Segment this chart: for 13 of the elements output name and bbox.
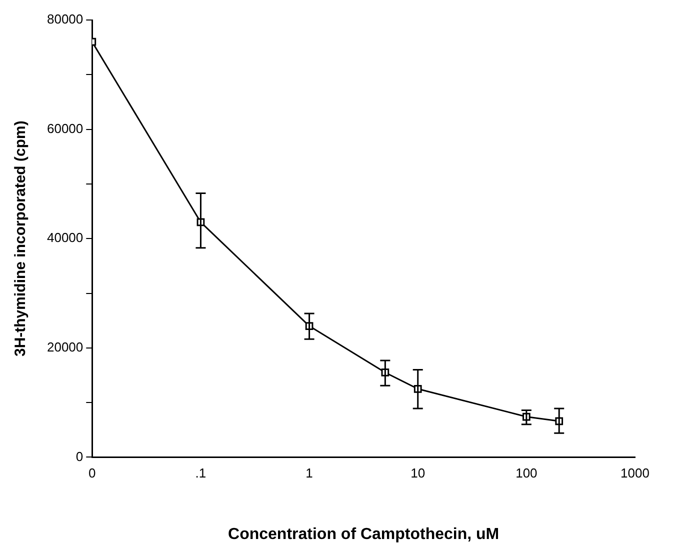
x-axis-title: Concentration of Camptothecin, uM — [228, 526, 500, 543]
x-tick-label: .1 — [195, 466, 206, 481]
y-tick-label: 60000 — [46, 120, 84, 136]
y-tick-label: 20000 — [46, 339, 84, 354]
y-tick-label: 80000 — [46, 12, 84, 27]
x-tick-label: 1 — [306, 466, 313, 481]
x-tick-label: 100 — [516, 466, 538, 481]
y-tick-label: 0 — [76, 448, 84, 464]
y-axis-title: 3H-thymidine incorporated (cpm) — [12, 120, 30, 357]
x-tick-label: 1000 — [620, 466, 650, 481]
x-tick-label: 0 — [88, 466, 96, 481]
y-tick-label: 40000 — [46, 230, 84, 246]
x-tick-label: 10 — [410, 466, 426, 481]
